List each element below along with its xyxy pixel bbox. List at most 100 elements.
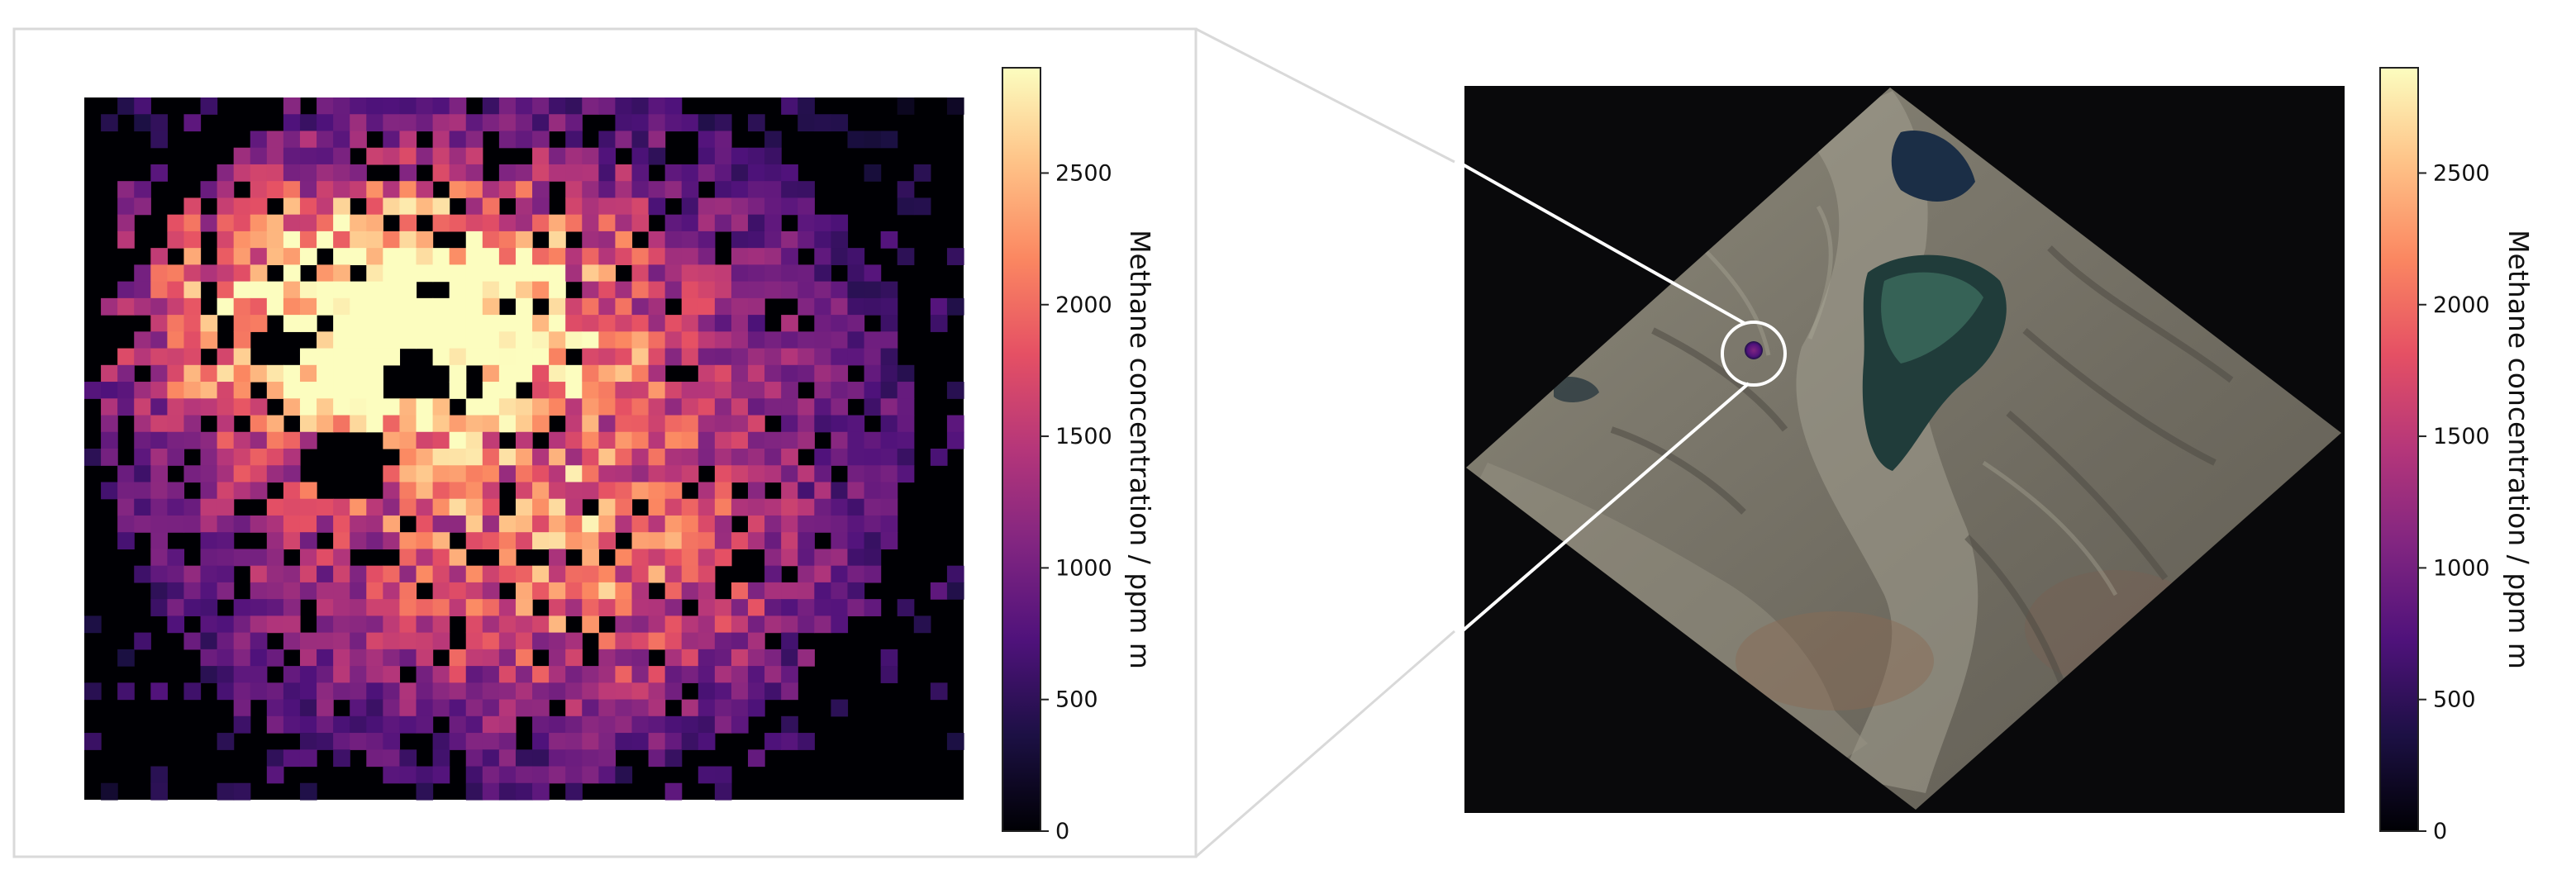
heatmap-cell	[101, 482, 118, 500]
heatmap-cell	[582, 749, 599, 768]
heatmap-cell	[183, 197, 202, 216]
heatmap-cell	[465, 231, 483, 249]
heatmap-cell	[399, 482, 417, 500]
heatmap-cell	[664, 666, 683, 683]
heatmap-cell	[681, 666, 699, 683]
heatmap-cell	[648, 715, 666, 734]
heatmap-cell	[847, 315, 865, 332]
heatmap-cell	[233, 482, 251, 500]
heatmap-cell	[416, 482, 434, 500]
heatmap-cell	[399, 431, 417, 449]
colorbar-tick-label: 2500	[2433, 160, 2490, 186]
heatmap-cell	[317, 615, 334, 634]
heatmap-cell	[317, 297, 334, 316]
heatmap-cell	[250, 398, 268, 416]
heatmap-cell	[333, 348, 350, 366]
heatmap-cell	[615, 549, 633, 567]
heatmap-cell	[714, 331, 732, 349]
heatmap-cell	[565, 465, 583, 483]
heatmap-cell	[399, 565, 417, 583]
heatmap-cell	[764, 364, 782, 383]
heatmap-cell	[698, 164, 716, 182]
heatmap-cell	[465, 632, 483, 650]
heatmap-cell	[399, 449, 417, 466]
heatmap-cell	[648, 248, 666, 265]
heatmap-cell	[582, 449, 599, 466]
heatmap-cell	[167, 281, 185, 299]
heatmap-cell	[714, 549, 732, 567]
heatmap-cell	[250, 231, 268, 249]
heatmap-cell	[432, 297, 450, 316]
heatmap-cell	[831, 415, 849, 433]
heatmap-cell	[150, 565, 168, 583]
heatmap-cell	[383, 582, 401, 600]
heatmap-cell	[515, 599, 533, 616]
heatmap-cell	[233, 331, 251, 349]
heatmap-cell	[598, 565, 617, 583]
heatmap-cell	[781, 231, 798, 249]
heatmap-cell	[482, 297, 500, 316]
heatmap-cell	[183, 264, 202, 283]
heatmap-cell	[532, 632, 550, 650]
heatmap-cell	[515, 398, 533, 416]
heatmap-cell	[299, 715, 317, 734]
heatmap-cell	[250, 147, 268, 165]
heatmap-cell	[515, 766, 533, 784]
heatmap-cell	[864, 364, 882, 383]
heatmap-cell	[748, 498, 765, 516]
heatmap-cell	[200, 565, 218, 583]
heatmap-cell	[532, 749, 550, 768]
heatmap-cell	[117, 231, 135, 249]
heatmap-cell	[764, 599, 782, 616]
heatmap-cell	[416, 515, 434, 533]
heatmap-cell	[200, 532, 218, 550]
heatmap-cell	[781, 715, 798, 734]
heatmap-cell	[449, 331, 467, 349]
heatmap-cell	[482, 632, 500, 650]
heatmap-cell	[698, 565, 716, 583]
heatmap-cell	[183, 248, 202, 265]
heatmap-cell	[748, 297, 765, 316]
heatmap-cell	[831, 699, 849, 717]
heatmap-cell	[664, 782, 683, 801]
heatmap-cell	[101, 382, 118, 399]
heatmap-cell	[498, 264, 517, 283]
heatmap-cell	[913, 615, 931, 634]
heatmap-cell	[134, 431, 151, 449]
heatmap-cell	[681, 114, 699, 132]
heatmap-cell	[498, 632, 517, 650]
heatmap-cell	[150, 114, 168, 132]
heatmap-cell	[299, 733, 317, 750]
heatmap-cell	[465, 264, 483, 283]
colorbar-tick-label: 1500	[2433, 424, 2490, 449]
heatmap-cell	[698, 331, 716, 349]
heatmap-cell	[449, 364, 467, 383]
heatmap-cell	[283, 682, 301, 701]
heatmap-cell	[515, 465, 533, 483]
heatmap-cell	[432, 599, 450, 616]
heatmap-cell	[482, 264, 500, 283]
heatmap-cell	[615, 281, 633, 299]
heatmap-cell	[549, 615, 566, 634]
heatmap-cell	[350, 382, 367, 399]
heatmap-cell	[366, 297, 383, 316]
heatmap-cell	[897, 449, 915, 466]
heatmap-cell	[598, 498, 617, 516]
heatmap-cell	[383, 197, 401, 216]
heatmap-cell	[117, 97, 135, 115]
heatmap-cell	[183, 231, 202, 249]
heatmap-cell	[167, 398, 185, 416]
heatmap-cell	[532, 197, 550, 216]
heatmap-cell	[781, 465, 798, 483]
heatmap-cell	[681, 382, 699, 399]
heatmap-cell	[664, 264, 683, 283]
heatmap-cell	[880, 449, 898, 466]
heatmap-cell	[449, 549, 467, 567]
heatmap-cell	[465, 181, 483, 199]
heatmap-cell	[167, 599, 185, 616]
heatmap-cell	[714, 297, 732, 316]
heatmap-cell	[399, 582, 417, 600]
heatmap-cell	[416, 264, 434, 283]
heatmap-cell	[250, 315, 268, 332]
